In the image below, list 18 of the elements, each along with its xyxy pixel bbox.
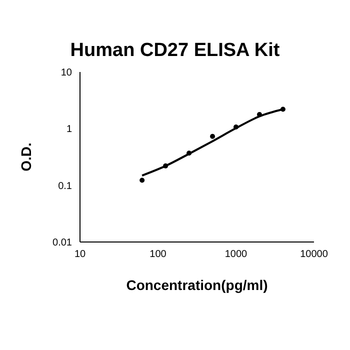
point [210,134,216,139]
chart-title: Human CD27 ELISA Kit [69,40,281,62]
point [256,112,262,117]
x-axis-title: Concentration(pg/ml) [126,277,268,293]
point [280,106,286,112]
point [186,150,192,156]
y-tick-label: 0.1 [58,180,72,192]
point [234,124,238,130]
y-tick-label: 0.01 [52,238,72,249]
x-tick-label: 100 [150,249,167,260]
x-tick-label: 10000 [300,249,328,260]
y-tick-label: 1 [66,124,72,136]
point [140,178,145,183]
x-tick-label: 10 [74,249,86,260]
y-tick-label: 10 [60,68,72,79]
point [163,163,168,168]
y-axis-title: O.D. [18,142,34,172]
x-tick-label: 1000 [224,249,248,260]
